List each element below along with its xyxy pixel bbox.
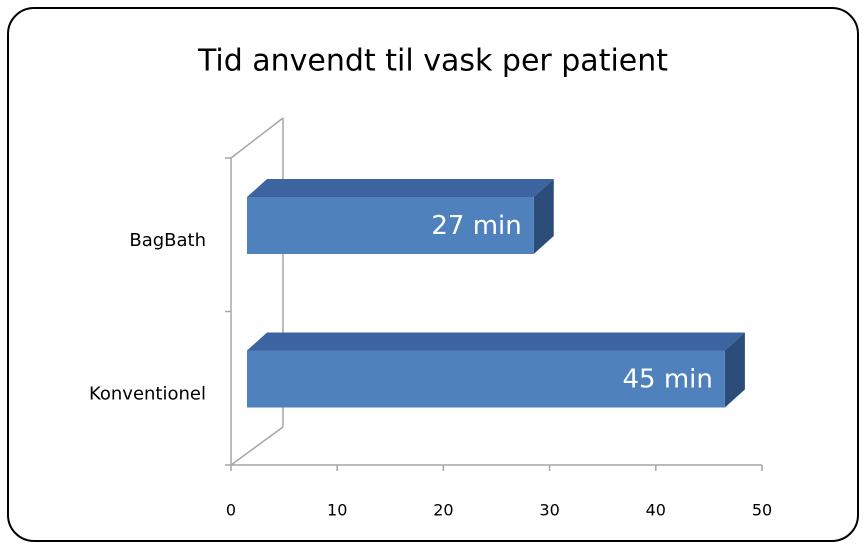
value-label: 45 min	[623, 365, 713, 395]
chart-frame	[7, 7, 859, 542]
x-tick-label: 10	[327, 501, 347, 520]
chart-title: Tid anvendt til vask per patient	[197, 44, 668, 79]
value-label: 27 min	[431, 211, 521, 241]
x-tick-label: 40	[646, 501, 666, 520]
bar-side	[533, 179, 554, 254]
x-tick-label: 20	[433, 501, 453, 520]
y-tick-label: BagBath	[129, 230, 206, 251]
y-tick-label: Konventionel	[89, 384, 206, 405]
x-tick-label: 50	[752, 501, 772, 520]
x-tick-label: 0	[226, 501, 236, 520]
bar	[247, 197, 534, 254]
bar	[247, 350, 725, 408]
bar-top	[247, 332, 745, 351]
x-tick-label: 30	[539, 501, 559, 520]
bar-top	[247, 179, 554, 197]
bar-side	[724, 332, 745, 408]
